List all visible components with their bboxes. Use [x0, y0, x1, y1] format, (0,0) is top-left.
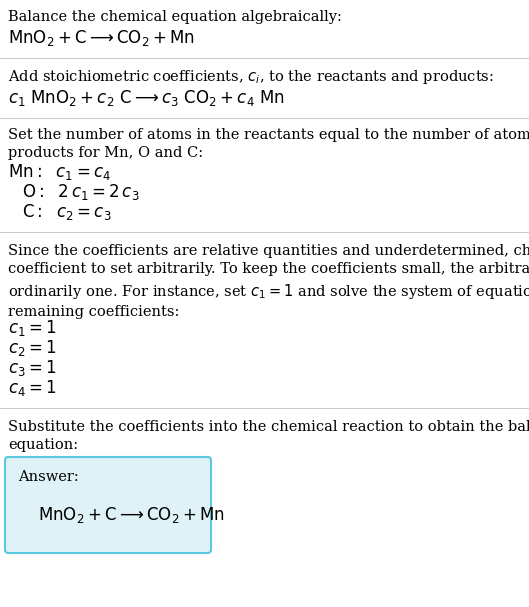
- Text: $c_2 = 1$: $c_2 = 1$: [8, 338, 57, 358]
- Text: $\mathrm{MnO_2} + \mathrm{C} \longrightarrow \mathrm{CO_2} + \mathrm{Mn}$: $\mathrm{MnO_2} + \mathrm{C} \longrighta…: [38, 505, 225, 525]
- Text: Set the number of atoms in the reactants equal to the number of atoms in the
pro: Set the number of atoms in the reactants…: [8, 128, 529, 160]
- Text: Since the coefficients are relative quantities and underdetermined, choose a
coe: Since the coefficients are relative quan…: [8, 244, 529, 319]
- Text: Answer:: Answer:: [18, 470, 79, 484]
- FancyBboxPatch shape: [5, 457, 211, 553]
- Text: $\mathrm{Mn{:}}\ \ c_1 = c_4$: $\mathrm{Mn{:}}\ \ c_1 = c_4$: [8, 162, 111, 182]
- Text: $\mathrm{MnO_2} + \mathrm{C} \longrightarrow \mathrm{CO_2} + \mathrm{Mn}$: $\mathrm{MnO_2} + \mathrm{C} \longrighta…: [8, 28, 195, 48]
- Text: Balance the chemical equation algebraically:: Balance the chemical equation algebraica…: [8, 10, 342, 24]
- Text: $\mathrm{O{:}}\ \ 2\,c_1 = 2\,c_3$: $\mathrm{O{:}}\ \ 2\,c_1 = 2\,c_3$: [22, 182, 140, 202]
- Text: $c_1\ \mathrm{MnO_2} + c_2\ \mathrm{C} \longrightarrow c_3\ \mathrm{CO_2} + c_4\: $c_1\ \mathrm{MnO_2} + c_2\ \mathrm{C} \…: [8, 88, 285, 108]
- Text: $c_1 = 1$: $c_1 = 1$: [8, 318, 57, 338]
- Text: $\mathrm{C{:}}\ \ c_2 = c_3$: $\mathrm{C{:}}\ \ c_2 = c_3$: [22, 202, 112, 222]
- Text: $c_4 = 1$: $c_4 = 1$: [8, 378, 57, 398]
- Text: Substitute the coefficients into the chemical reaction to obtain the balanced
eq: Substitute the coefficients into the che…: [8, 420, 529, 452]
- Text: Add stoichiometric coefficients, $c_i$, to the reactants and products:: Add stoichiometric coefficients, $c_i$, …: [8, 68, 494, 86]
- Text: $c_3 = 1$: $c_3 = 1$: [8, 358, 57, 378]
